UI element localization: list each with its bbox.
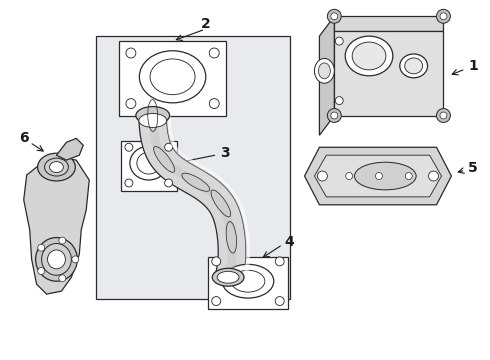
Ellipse shape [440, 13, 447, 20]
Ellipse shape [125, 143, 133, 151]
Polygon shape [305, 147, 451, 205]
Ellipse shape [335, 37, 343, 45]
Text: 5: 5 [458, 161, 478, 175]
Ellipse shape [352, 42, 386, 70]
Ellipse shape [437, 109, 450, 122]
Polygon shape [315, 155, 441, 197]
Ellipse shape [217, 271, 239, 283]
Ellipse shape [212, 297, 220, 306]
Ellipse shape [125, 179, 133, 187]
Ellipse shape [126, 99, 136, 109]
Ellipse shape [400, 54, 428, 78]
Ellipse shape [38, 267, 45, 275]
Ellipse shape [318, 63, 330, 79]
Ellipse shape [405, 172, 412, 180]
Ellipse shape [59, 237, 66, 244]
Ellipse shape [405, 58, 422, 74]
Polygon shape [56, 138, 83, 160]
Ellipse shape [165, 179, 172, 187]
Ellipse shape [231, 270, 265, 292]
Ellipse shape [139, 113, 167, 127]
Ellipse shape [275, 297, 284, 306]
FancyBboxPatch shape [119, 41, 226, 116]
Ellipse shape [49, 162, 63, 172]
Ellipse shape [42, 243, 72, 275]
Ellipse shape [150, 59, 195, 95]
Ellipse shape [212, 257, 220, 266]
Ellipse shape [331, 13, 338, 20]
FancyBboxPatch shape [208, 257, 288, 309]
Ellipse shape [440, 112, 447, 119]
Polygon shape [24, 155, 89, 294]
Ellipse shape [45, 158, 69, 176]
Ellipse shape [275, 257, 284, 266]
Ellipse shape [335, 96, 343, 105]
Ellipse shape [165, 143, 172, 151]
Ellipse shape [137, 152, 161, 174]
Polygon shape [319, 16, 334, 135]
Ellipse shape [375, 172, 382, 180]
Ellipse shape [126, 48, 136, 58]
Polygon shape [334, 16, 443, 31]
Ellipse shape [72, 256, 79, 263]
Text: 2: 2 [200, 17, 210, 31]
Ellipse shape [354, 162, 416, 190]
Ellipse shape [346, 172, 353, 180]
Ellipse shape [130, 146, 168, 180]
Ellipse shape [36, 238, 77, 281]
Polygon shape [139, 115, 246, 284]
Polygon shape [96, 36, 290, 299]
Text: 3: 3 [179, 146, 230, 164]
FancyBboxPatch shape [121, 141, 176, 191]
Ellipse shape [437, 9, 450, 23]
Ellipse shape [327, 9, 341, 23]
Ellipse shape [318, 171, 327, 181]
Ellipse shape [48, 250, 65, 269]
Text: 6: 6 [19, 131, 28, 145]
Ellipse shape [209, 48, 219, 58]
Polygon shape [334, 31, 443, 116]
Ellipse shape [327, 109, 341, 122]
Text: 4: 4 [285, 234, 294, 248]
Ellipse shape [38, 153, 75, 181]
Ellipse shape [209, 99, 219, 109]
Ellipse shape [315, 58, 334, 83]
Ellipse shape [136, 107, 170, 125]
Ellipse shape [38, 244, 45, 251]
Ellipse shape [429, 171, 439, 181]
Ellipse shape [139, 51, 206, 103]
Ellipse shape [345, 36, 393, 76]
Ellipse shape [331, 112, 338, 119]
Ellipse shape [212, 268, 244, 286]
Ellipse shape [59, 275, 66, 282]
Ellipse shape [222, 264, 274, 298]
Text: 1: 1 [452, 59, 478, 75]
